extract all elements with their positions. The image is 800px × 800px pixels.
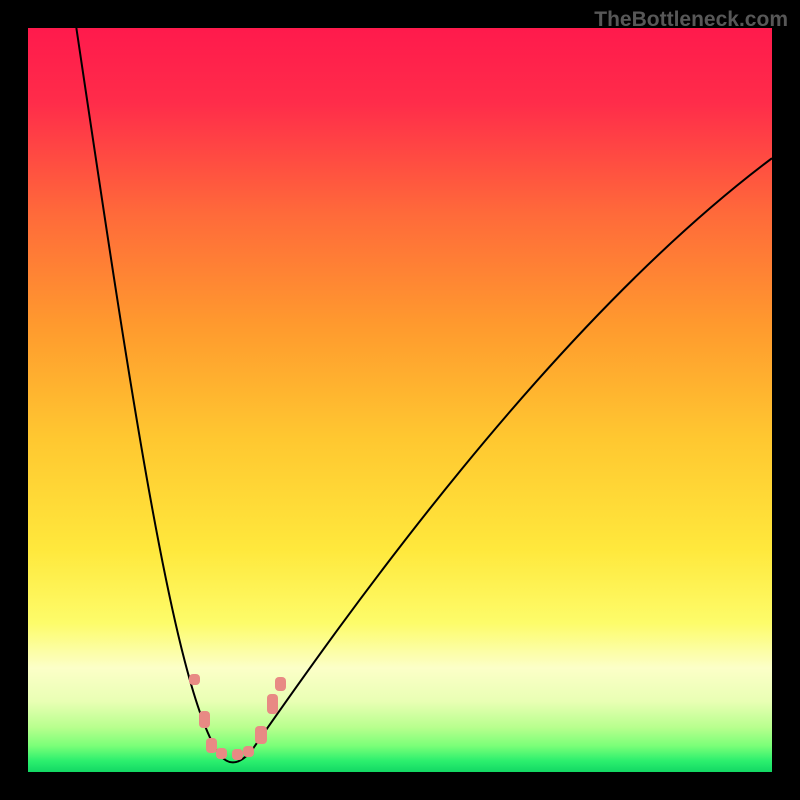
plot-area: [28, 28, 772, 772]
data-marker: [199, 711, 210, 728]
data-marker: [255, 726, 267, 744]
data-marker: [275, 677, 286, 691]
data-marker: [243, 746, 254, 757]
gradient-background: [28, 28, 772, 772]
data-marker: [232, 749, 243, 760]
data-marker: [216, 748, 227, 759]
watermark-text: TheBottleneck.com: [594, 8, 788, 32]
data-marker: [189, 674, 200, 685]
data-marker: [267, 694, 278, 714]
